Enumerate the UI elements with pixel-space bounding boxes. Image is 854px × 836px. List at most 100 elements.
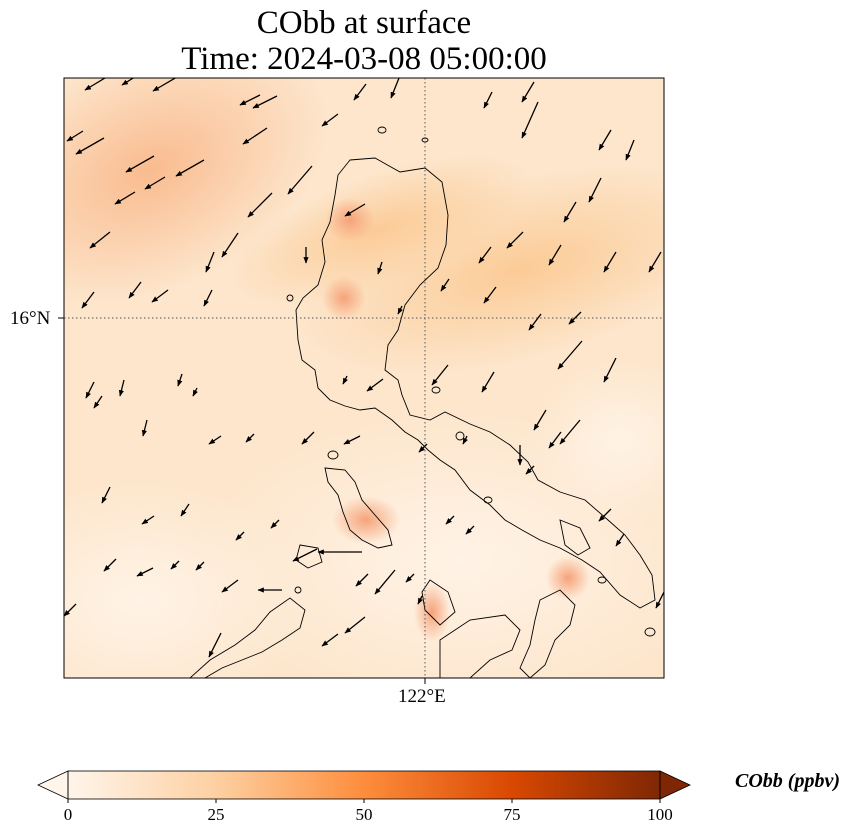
wind-arrow [203,289,213,307]
wind-arrow [292,548,318,562]
wind-arrow [175,159,205,177]
wind-arrow [528,313,542,331]
wind-arrow [588,177,602,203]
wind-arrow [144,176,166,190]
lat-tick-label: 16°N [10,308,51,329]
wind-arrow [252,95,278,109]
wind-arrow [121,78,135,86]
wind-arrow [483,91,493,109]
wind-arrow [114,191,136,205]
lon-tick-label: 122°E [398,686,446,707]
wind-arrow [66,130,84,142]
wind-arrow [64,603,77,617]
colorbar-tick-label: 0 [63,805,73,824]
wind-arrow [481,371,495,393]
map-subtitle: Time: 2024-03-08 05:00:00 [181,41,547,77]
wind-arrow [221,579,239,593]
wind-arrow [343,435,361,445]
wind-arrow [125,155,155,173]
wind-arrow [101,486,111,504]
wind-arrow [374,569,396,595]
wind-arrow [353,83,367,101]
wind-arrow [141,419,148,437]
colorbar-label: CObb (ppbv) [735,770,840,792]
wind-arrow [136,567,154,577]
wind-arrow [377,261,383,275]
colorbar-tick-label: 25 [207,805,225,824]
wind-arrow [85,381,95,399]
wind-arrow [344,203,366,217]
wind-arrow [615,533,625,547]
wind-arrow [208,632,222,658]
wind-arrow [192,387,198,397]
gridlines [64,78,664,678]
wind-arrow [141,515,155,525]
wind-arrow [180,503,190,517]
wind-arrow [195,561,205,571]
wind-arrow [321,113,339,127]
wind-arrow [344,616,366,634]
wind-arrow [221,232,239,258]
wind-arrow [93,395,103,409]
wind-arrow [397,305,403,315]
wind-arrow [366,378,384,392]
wind-arrow [118,379,125,397]
wind-arrow [568,311,582,325]
wind-vectors [64,78,664,658]
wind-arrow [247,192,273,218]
wind-arrow [103,558,117,572]
wind-arrow [152,78,177,92]
wind-arrow [390,78,400,99]
wind-arrow [245,433,255,443]
wind-arrow [533,409,547,431]
wind-arrow [321,633,339,647]
wind-arrow [603,357,617,383]
wind-arrow [478,246,492,264]
wind-arrow [239,94,261,106]
wind-arrow [598,508,612,522]
mindoro-coastline [189,597,306,678]
colorbar-tick-label: 100 [647,805,673,824]
concentration-field [64,78,664,678]
wind-arrow [625,139,635,161]
wind-arrow [506,231,524,249]
wind-arrow [557,340,583,370]
wind-arrow [405,573,415,583]
wind-arrow [603,251,617,273]
wind-arrow [151,289,169,303]
colorbar-tick-marks [67,799,661,803]
wind-arrow [270,519,280,529]
wind-arrow [598,129,612,151]
wind-arrow [655,591,664,609]
wind-arrow [208,435,222,445]
wind-arrow [563,201,577,223]
wind-arrow [242,127,268,145]
wind-arrow [205,251,215,273]
wind-arrow [75,137,105,155]
wind-arrow [177,373,183,387]
wind-arrow [431,364,449,386]
map-frame [63,77,665,679]
wind-arrow [84,78,106,91]
colorbar-tick-label: 50 [355,805,373,824]
wind-arrow [648,251,662,273]
wind-arrow [548,431,562,449]
wind-arrow [462,435,468,445]
colorbar-max-extend [659,770,691,800]
wind-arrow [418,443,428,453]
wind-arrow [81,291,95,309]
wind-arrow [417,595,423,605]
wind-arrow [548,244,562,266]
wind-arrow [559,419,581,445]
luzon-coastline [295,157,656,609]
coastlines [189,126,656,678]
colorbar-gradient [68,771,660,799]
wind-arrow [525,465,535,475]
colorbar [37,770,691,803]
colorbar-tick-label: 75 [503,805,521,824]
wind-arrow [301,431,315,445]
wind-arrow [287,165,313,195]
bataan-coastline [324,467,393,549]
wind-arrow [355,573,369,587]
